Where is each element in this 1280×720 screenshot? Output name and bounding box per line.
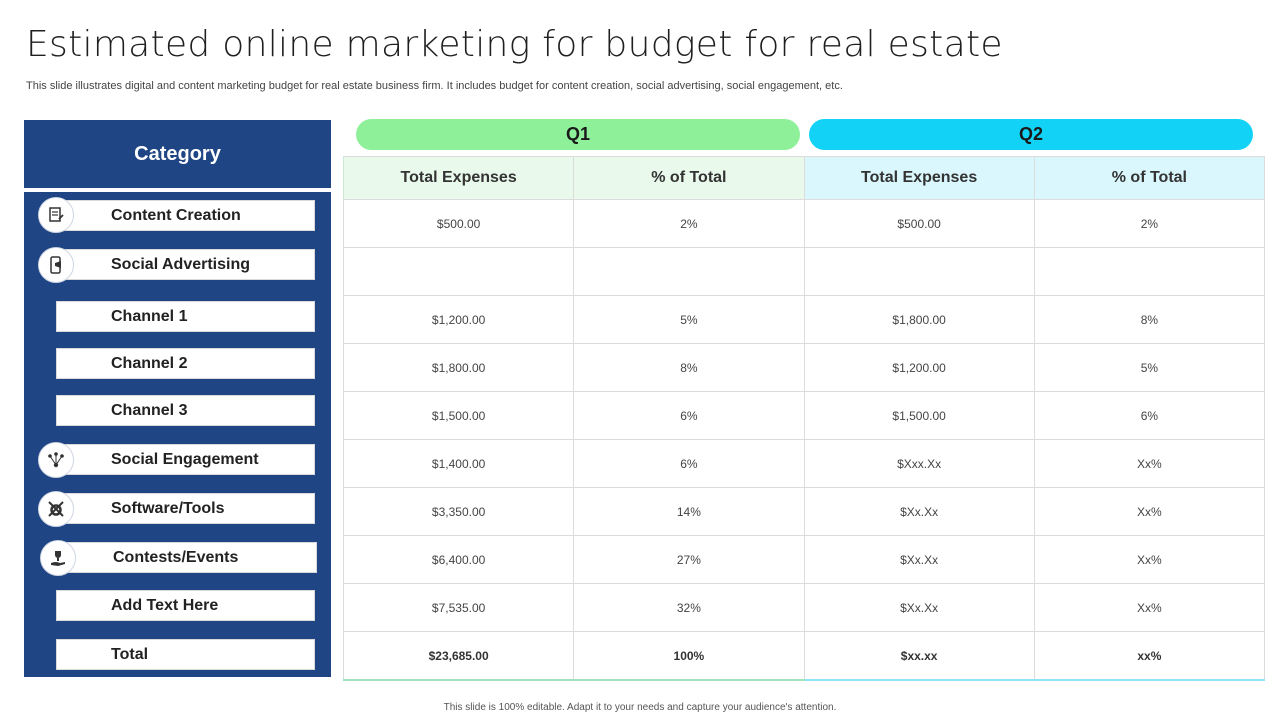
- table-cell: Xx%: [1033, 535, 1266, 584]
- category-row-social-engagement: Social Engagement: [56, 444, 315, 475]
- category-label: Channel 3: [111, 401, 188, 419]
- table-cell: $Xx.Xx: [803, 487, 1035, 536]
- table-cell: $7,535.00: [342, 583, 575, 632]
- table-cell: $500.00: [342, 199, 575, 248]
- page-title: Estimated online marketing for budget fo…: [26, 24, 1003, 65]
- table-cell: $6,400.00: [342, 535, 575, 584]
- category-row-total: Total: [56, 639, 315, 670]
- table-total-row: $23,685.00 100% $xx.xx xx%: [342, 631, 1266, 681]
- table-cell: $1,200.00: [342, 295, 575, 344]
- table-cell: $1,200.00: [803, 343, 1035, 392]
- table-cell: $1,500.00: [342, 391, 575, 440]
- category-panel: Category Content Creation Social Adverti…: [24, 120, 331, 677]
- content-creation-icon: [38, 197, 74, 233]
- table-cell: 6%: [573, 439, 805, 488]
- table-header-row: Total Expenses % of Total Total Expenses…: [342, 156, 1266, 200]
- table-cell: 32%: [573, 583, 805, 632]
- category-row-add-text: Add Text Here: [56, 590, 315, 621]
- table-cell: $Xx.Xx: [803, 535, 1035, 584]
- category-label: Channel 2: [111, 354, 188, 372]
- table-cell: 100%: [573, 631, 805, 681]
- category-label: Social Engagement: [111, 450, 259, 468]
- table-cell: 27%: [573, 535, 805, 584]
- category-label: Add Text Here: [111, 596, 219, 614]
- table-cell: [342, 247, 575, 296]
- table-cell: $500.00: [803, 199, 1035, 248]
- quarter-q1-label: Q1: [356, 119, 800, 150]
- table-cell: [803, 247, 1035, 296]
- category-row-software-tools: Software/Tools: [56, 493, 315, 524]
- table-cell: 14%: [573, 487, 805, 536]
- table-row: $6,400.00 27% $Xx.Xx Xx%: [342, 535, 1266, 584]
- column-header-q2-pct-of-total: % of Total: [1033, 156, 1266, 200]
- category-label: Software/Tools: [111, 499, 225, 517]
- table-row: $500.00 2% $500.00 2%: [342, 199, 1266, 248]
- table-row: $1,400.00 6% $Xxx.Xx Xx%: [342, 439, 1266, 488]
- category-header: Category: [134, 142, 221, 165]
- table-cell: 2%: [1033, 199, 1266, 248]
- column-header-q1-total-expenses: Total Expenses: [342, 156, 575, 200]
- table-row: [342, 247, 1266, 296]
- quarter-q2-label: Q2: [809, 119, 1253, 150]
- trophy-hand-icon: [40, 540, 76, 576]
- mobile-advertising-icon: [38, 247, 74, 283]
- table-cell: 6%: [1033, 391, 1266, 440]
- gear-tools-icon: [38, 491, 74, 527]
- table-cell: $1,400.00: [342, 439, 575, 488]
- category-label: Total: [111, 645, 149, 663]
- table-cell: [573, 247, 805, 296]
- table-cell: $Xx.Xx: [803, 583, 1035, 632]
- table-cell: Xx%: [1033, 487, 1266, 536]
- category-label: Content Creation: [111, 206, 241, 224]
- table-cell: $1,800.00: [342, 343, 575, 392]
- category-row-content-creation: Content Creation: [56, 200, 315, 231]
- table-cell: 6%: [573, 391, 805, 440]
- table-row: $1,500.00 6% $1,500.00 6%: [342, 391, 1266, 440]
- table-row: $3,350.00 14% $Xx.Xx Xx%: [342, 487, 1266, 536]
- category-row-social-advertising: Social Advertising: [56, 249, 315, 280]
- table-cell: $3,350.00: [342, 487, 575, 536]
- column-header-q1-pct-of-total: % of Total: [573, 156, 805, 200]
- table-row: $1,800.00 8% $1,200.00 5%: [342, 343, 1266, 392]
- table-cell: 8%: [573, 343, 805, 392]
- table-cell: 5%: [1033, 343, 1266, 392]
- budget-table: Total Expenses % of Total Total Expenses…: [342, 156, 1266, 681]
- page-subtitle: This slide illustrates digital and conte…: [26, 80, 843, 92]
- social-network-icon: [38, 442, 74, 478]
- table-cell: $xx.xx: [803, 631, 1035, 681]
- category-label: Social Advertising: [111, 255, 250, 273]
- table-cell: xx%: [1033, 631, 1266, 681]
- table-cell: $Xxx.Xx: [803, 439, 1035, 488]
- footer-note: This slide is 100% editable. Adapt it to…: [443, 702, 837, 713]
- category-row-channel-1: Channel 1: [56, 301, 315, 332]
- category-label: Contests/Events: [113, 548, 239, 566]
- category-row-channel-3: Channel 3: [56, 395, 315, 426]
- table-row: $1,200.00 5% $1,800.00 8%: [342, 295, 1266, 344]
- table-cell: $1,800.00: [803, 295, 1035, 344]
- column-header-q2-total-expenses: Total Expenses: [803, 156, 1035, 200]
- table-cell: Xx%: [1033, 439, 1266, 488]
- category-label: Channel 1: [111, 307, 188, 325]
- divider: [24, 188, 331, 192]
- table-cell: 8%: [1033, 295, 1266, 344]
- table-cell: 5%: [573, 295, 805, 344]
- table-cell: $23,685.00: [342, 631, 575, 681]
- category-row-contests-events: Contests/Events: [58, 542, 317, 573]
- category-row-channel-2: Channel 2: [56, 348, 315, 379]
- table-cell: 2%: [573, 199, 805, 248]
- table-cell: Xx%: [1033, 583, 1266, 632]
- table-cell: [1033, 247, 1266, 296]
- table-row: $7,535.00 32% $Xx.Xx Xx%: [342, 583, 1266, 632]
- table-cell: $1,500.00: [803, 391, 1035, 440]
